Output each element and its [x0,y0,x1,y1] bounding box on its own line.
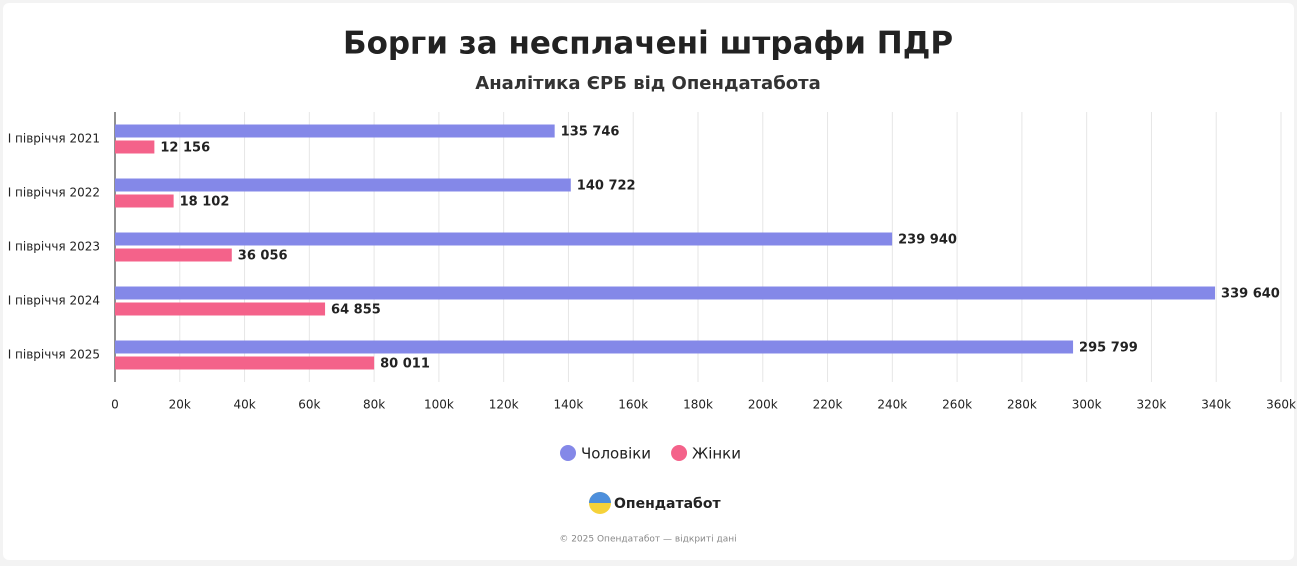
footer: © 2025 Опендатабот — відкриті дані [559,535,736,545]
brand-logo-top [589,492,611,503]
y-tick-label: І півріччя 2024 [8,294,100,308]
bar [115,232,893,246]
value-label: 36 056 [238,249,288,264]
bar [115,194,174,208]
value-label: 339 640 [1221,287,1280,302]
bar [115,340,1074,354]
bar [115,286,1216,300]
bar [115,248,232,262]
x-tick-label: 200k [748,398,778,412]
bar [115,178,571,192]
x-tick-label: 240k [877,398,907,412]
x-tick-label: 340k [1201,398,1231,412]
x-tick-label: 220k [813,398,843,412]
brand: Опендатабот [589,492,721,514]
y-tick-label: І півріччя 2022 [8,186,100,200]
legend-marker[interactable] [560,445,576,461]
y-tick-label: І півріччя 2025 [8,348,100,362]
x-tick-label: 280k [1007,398,1037,412]
x-tick-label: 360k [1266,398,1296,412]
card [3,3,1294,560]
legend-marker[interactable] [671,445,688,461]
chart-subtitle: Аналітика ЄРБ від Опендатабота [475,73,820,94]
brand-text: Опендатабот [614,496,721,512]
x-tick-label: 320k [1137,398,1167,412]
bar [115,302,326,316]
value-label: 12 156 [160,141,210,156]
legend-label[interactable]: Жінки [692,445,741,463]
bar [115,356,375,370]
chart-title: Борги за несплачені штрафи ПДР [343,26,953,62]
x-tick-label: 100k [424,398,454,412]
x-tick-label: 140k [554,398,584,412]
value-label: 18 102 [180,195,230,210]
x-tick-label: 0 [111,398,119,412]
value-label: 135 746 [561,125,620,140]
value-label: 64 855 [331,303,381,318]
value-label: 239 940 [898,233,957,248]
x-tick-label: 40k [233,398,255,412]
x-tick-label: 120k [489,398,519,412]
value-label: 140 722 [577,179,636,194]
x-tick-label: 80k [363,398,385,412]
x-tick-label: 160k [618,398,648,412]
value-label: 80 011 [380,357,430,372]
x-tick-label: 180k [683,398,713,412]
x-tick-label: 260k [942,398,972,412]
legend-label[interactable]: Чоловіки [581,445,651,463]
y-tick-label: І півріччя 2023 [8,240,100,254]
bar [115,124,555,138]
y-tick-label: І півріччя 2021 [8,132,100,146]
bar [115,140,155,154]
x-tick-label: 20k [169,398,191,412]
x-tick-label: 300k [1072,398,1102,412]
value-label: 295 799 [1079,341,1138,356]
x-tick-label: 60k [298,398,320,412]
